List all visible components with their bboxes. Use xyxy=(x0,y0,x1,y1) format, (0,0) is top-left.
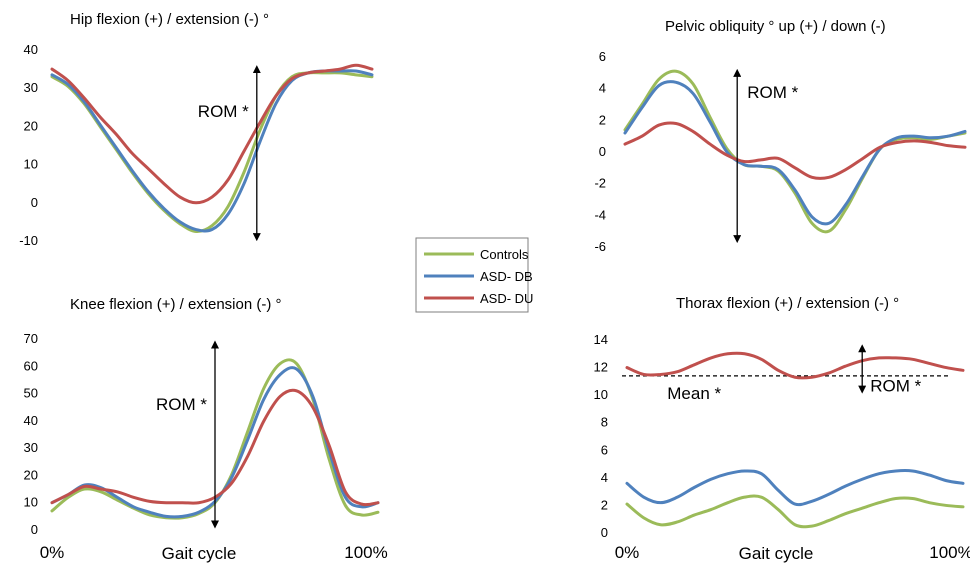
hip-chart: -10 0 10 20 30 40 ROM * xyxy=(19,42,374,248)
pelvic-y-tick-label: -6 xyxy=(594,239,606,254)
thorax-x-axis-label: Gait cycle xyxy=(739,544,814,563)
knee-chart-title: Knee flexion (+) / extension (-) ° xyxy=(70,296,282,313)
thorax-series-asd-db xyxy=(625,469,965,507)
hip-chart-title: Hip flexion (+) / extension (-) ° xyxy=(70,11,269,28)
thorax-series-controls xyxy=(625,494,965,529)
pelvic-y-tick-label: 4 xyxy=(599,81,606,96)
knee-y-tick-label: 40 xyxy=(24,413,38,428)
thorax-y-tick-label: 6 xyxy=(601,442,608,457)
thorax-y-tick-label: 0 xyxy=(601,525,608,540)
legend-label-asd-du: ASD- DU xyxy=(480,291,533,306)
thorax-y-tick-label: 10 xyxy=(594,387,608,402)
thorax-x-tick-label: 0% xyxy=(615,543,640,562)
thorax-chart: 0 2 4 6 8 10 12 14 0% 100% Mean * ROM * xyxy=(594,332,970,562)
hip-series-controls xyxy=(50,71,374,233)
pelvic-y-tick-label: 0 xyxy=(599,144,606,159)
pelvic-y-tick-label: -2 xyxy=(594,176,606,191)
thorax-x-tick-label: 100% xyxy=(929,543,970,562)
hip-series-asd-db xyxy=(50,69,374,233)
pelvic-series-controls xyxy=(623,69,967,234)
legend-label-controls: Controls xyxy=(480,247,529,262)
thorax-rom-label: ROM * xyxy=(870,377,921,396)
knee-x-tick-label: 100% xyxy=(344,543,387,562)
hip-y-tick-label: -10 xyxy=(19,233,38,248)
knee-x-tick-label: 0% xyxy=(40,543,65,562)
hip-series-asd-du xyxy=(50,63,374,205)
legend: Controls ASD- DB ASD- DU xyxy=(415,237,533,313)
hip-rom-label: ROM * xyxy=(198,102,249,121)
pelvic-chart: -6 -4 -2 0 2 4 6 ROM * xyxy=(594,49,967,254)
thorax-series-asd-du xyxy=(625,351,965,380)
legend-label-asd-db: ASD- DB xyxy=(480,269,533,284)
pelvic-y-tick-label: 2 xyxy=(599,112,606,127)
pelvic-chart-title: Pelvic obliquity ° up (+) / down (-) xyxy=(665,18,886,35)
pelvic-series-asd-db xyxy=(623,80,967,226)
knee-x-axis-label: Gait cycle xyxy=(162,544,237,563)
knee-y-tick-label: 0 xyxy=(31,522,38,537)
knee-y-tick-label: 30 xyxy=(24,440,38,455)
hip-y-tick-label: 40 xyxy=(24,42,38,57)
hip-y-tick-label: 10 xyxy=(24,157,38,172)
hip-y-tick-label: 20 xyxy=(24,118,38,133)
pelvic-y-tick-label: 6 xyxy=(599,49,606,64)
knee-y-tick-label: 10 xyxy=(24,495,38,510)
thorax-y-tick-label: 4 xyxy=(601,470,608,485)
hip-y-tick-label: 30 xyxy=(24,80,38,95)
thorax-y-tick-label: 8 xyxy=(601,415,608,430)
knee-y-tick-label: 60 xyxy=(24,358,38,373)
thorax-y-tick-label: 12 xyxy=(594,360,608,375)
thorax-y-tick-label: 2 xyxy=(601,497,608,512)
knee-chart: 0 10 20 30 40 50 60 70 0% 100% ROM * xyxy=(24,331,388,562)
pelvic-rom-label: ROM * xyxy=(747,83,798,102)
knee-y-tick-label: 50 xyxy=(24,386,38,401)
thorax-chart-title: Thorax flexion (+) / extension (-) ° xyxy=(676,295,899,312)
knee-y-tick-label: 20 xyxy=(24,467,38,482)
thorax-y-tick-label: 14 xyxy=(594,332,608,347)
knee-y-tick-label: 70 xyxy=(24,331,38,346)
pelvic-series-asd-du xyxy=(623,121,967,180)
hip-y-tick-label: 0 xyxy=(31,195,38,210)
thorax-mean-label: Mean * xyxy=(667,384,721,403)
knee-rom-label: ROM * xyxy=(156,395,207,414)
pelvic-y-tick-label: -4 xyxy=(594,207,606,222)
